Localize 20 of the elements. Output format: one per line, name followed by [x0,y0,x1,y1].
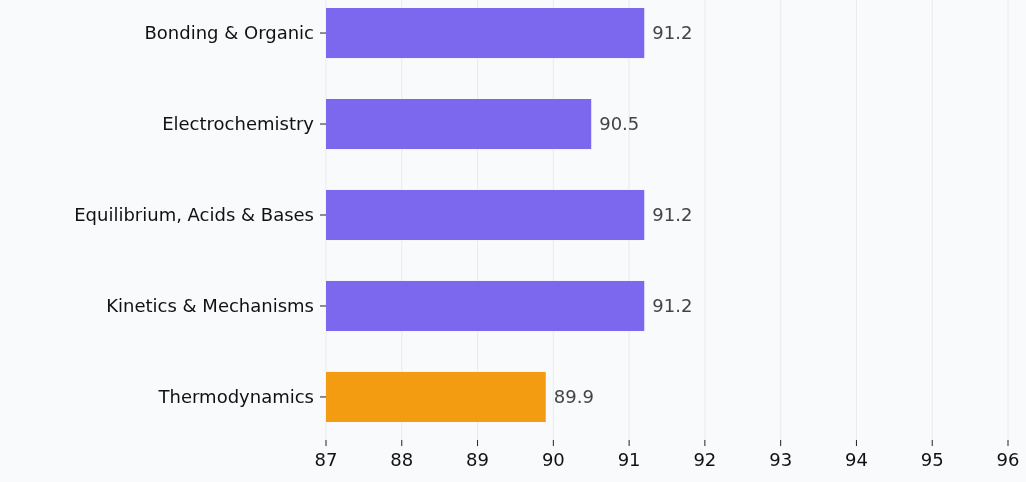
data-label: 91.2 [652,22,693,44]
x-tick-label: 96 [996,449,1020,470]
y-tick-label: Equilibrium, Acids & Bases [74,204,314,226]
x-tick-label: 91 [617,449,641,470]
y-tick-label: Bonding & Organic [144,22,314,44]
y-tick-label: Kinetics & Mechanisms [106,295,314,317]
x-tick-label: 87 [314,449,338,470]
x-tick-label: 88 [390,449,414,470]
data-label: 89.9 [553,386,594,408]
y-tick-label: Thermodynamics [157,386,314,408]
x-tick-label: 90 [541,449,565,470]
x-tick-label: 92 [693,449,717,470]
y-tick-label: Electrochemistry [162,113,315,135]
data-label: 90.5 [599,113,640,135]
x-tick-label: 89 [466,449,490,470]
x-tick-label: 93 [769,449,793,470]
data-label: 91.2 [652,295,693,317]
data-label: 91.2 [652,204,693,226]
x-tick-label: 94 [844,449,868,470]
x-tick-label: 95 [920,449,944,470]
